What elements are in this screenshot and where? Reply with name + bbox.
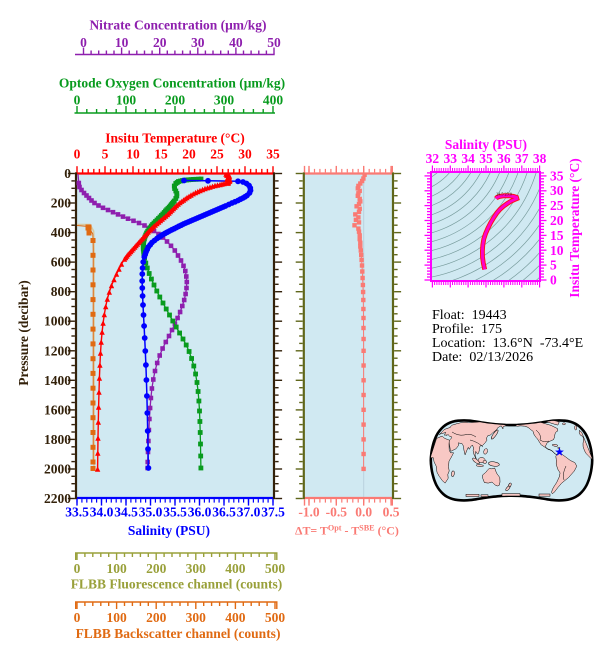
svg-text:-1.0: -1.0	[298, 505, 320, 520]
svg-text:1000: 1000	[44, 314, 71, 329]
svg-text:15: 15	[154, 147, 168, 162]
svg-text:2000: 2000	[44, 462, 71, 477]
svg-text:Nitrate Concentration (μm/kg): Nitrate Concentration (μm/kg)	[89, 18, 266, 33]
svg-text:200: 200	[146, 561, 167, 576]
svg-text:0: 0	[80, 35, 87, 50]
svg-text:50: 50	[267, 35, 281, 50]
svg-text:Optode Oxygen Concentration (μ: Optode Oxygen Concentration (μm/kg)	[59, 76, 285, 91]
svg-text:200: 200	[165, 93, 186, 108]
svg-text:0: 0	[74, 147, 81, 162]
svg-text:Salinity (PSU): Salinity (PSU)	[445, 137, 527, 152]
svg-text:0: 0	[550, 273, 557, 288]
svg-text:30: 30	[550, 183, 564, 198]
svg-text:10: 10	[550, 243, 564, 258]
svg-text:200: 200	[146, 610, 167, 625]
svg-text:Float: 19443: Float: 19443	[432, 308, 507, 323]
svg-text:35: 35	[550, 168, 564, 183]
svg-text:400: 400	[51, 225, 72, 240]
svg-text:100: 100	[116, 93, 137, 108]
svg-text:5: 5	[550, 258, 557, 273]
svg-text:30: 30	[191, 35, 205, 50]
svg-text:15: 15	[550, 228, 564, 243]
svg-text:FLBB Fluorescence channel (cou: FLBB Fluorescence channel (counts)	[71, 577, 283, 592]
svg-text:35: 35	[266, 147, 280, 162]
svg-text:25: 25	[210, 147, 224, 162]
svg-text:1400: 1400	[44, 373, 71, 388]
svg-text:10: 10	[126, 147, 140, 162]
svg-text:20: 20	[153, 35, 167, 50]
svg-text:400: 400	[225, 610, 246, 625]
svg-text:1800: 1800	[44, 432, 71, 447]
svg-text:33: 33	[444, 151, 458, 166]
svg-text:37.5: 37.5	[261, 505, 285, 520]
svg-text:38: 38	[533, 151, 547, 166]
svg-text:0: 0	[64, 166, 71, 181]
svg-text:Profile: 175: Profile: 175	[432, 322, 502, 337]
svg-text:20: 20	[550, 213, 564, 228]
svg-text:34.5: 34.5	[114, 505, 138, 520]
svg-text:300: 300	[214, 93, 235, 108]
svg-text:Salinity (PSU): Salinity (PSU)	[128, 523, 210, 538]
svg-text:Pressure (decibar): Pressure (decibar)	[16, 280, 31, 386]
svg-text:37: 37	[515, 151, 529, 166]
svg-text:20: 20	[182, 147, 196, 162]
svg-text:500: 500	[265, 561, 286, 576]
svg-text:24.5 25.0: 24.5 25.0	[496, 191, 512, 196]
svg-text:600: 600	[51, 255, 72, 270]
svg-text:5: 5	[102, 147, 109, 162]
svg-text:500: 500	[265, 610, 286, 625]
svg-text:0: 0	[74, 93, 81, 108]
svg-text:1600: 1600	[44, 402, 71, 417]
svg-text:200: 200	[51, 196, 72, 211]
svg-text:37.0: 37.0	[237, 505, 261, 520]
svg-text:Insitu Temperature (°C): Insitu Temperature (°C)	[105, 131, 244, 146]
svg-text:30: 30	[238, 147, 252, 162]
svg-text:2200: 2200	[44, 491, 71, 506]
svg-text:33.5: 33.5	[65, 505, 89, 520]
svg-text:40: 40	[229, 35, 243, 50]
svg-text:400: 400	[263, 93, 284, 108]
svg-text:300: 300	[186, 561, 207, 576]
svg-text:400: 400	[225, 561, 246, 576]
svg-text:36.5: 36.5	[212, 505, 236, 520]
svg-text:0: 0	[74, 610, 81, 625]
svg-text:0: 0	[74, 561, 81, 576]
svg-text:36: 36	[497, 151, 511, 166]
svg-text:32: 32	[426, 151, 440, 166]
svg-text:300: 300	[186, 610, 207, 625]
svg-text:0.0: 0.0	[355, 505, 372, 520]
svg-text:36.0: 36.0	[188, 505, 212, 520]
svg-text:-0.5: -0.5	[326, 505, 348, 520]
svg-text:0.5: 0.5	[383, 505, 400, 520]
svg-text:25: 25	[550, 198, 564, 213]
svg-text:35.0: 35.0	[139, 505, 163, 520]
svg-text:800: 800	[51, 284, 72, 299]
svg-text:100: 100	[106, 610, 127, 625]
svg-text:34: 34	[461, 151, 475, 166]
svg-text:35: 35	[479, 151, 493, 166]
svg-text:35.5: 35.5	[163, 505, 187, 520]
svg-text:FLBB Backscatter channel (coun: FLBB Backscatter channel (counts)	[76, 626, 281, 641]
svg-text:ΔT= TOpt - TSBE (°C): ΔT= TOpt - TSBE (°C)	[295, 523, 399, 537]
svg-text:1200: 1200	[44, 343, 71, 358]
svg-text:10: 10	[115, 35, 129, 50]
svg-text:Date: 02/13/2026: Date: 02/13/2026	[432, 350, 533, 365]
svg-text:100: 100	[106, 561, 127, 576]
svg-text:Location: 13.6°N -73.4°E: Location: 13.6°N -73.4°E	[432, 336, 583, 351]
svg-text:34.0: 34.0	[90, 505, 114, 520]
svg-text:Insitu Temperature (°C): Insitu Temperature (°C)	[567, 158, 582, 297]
